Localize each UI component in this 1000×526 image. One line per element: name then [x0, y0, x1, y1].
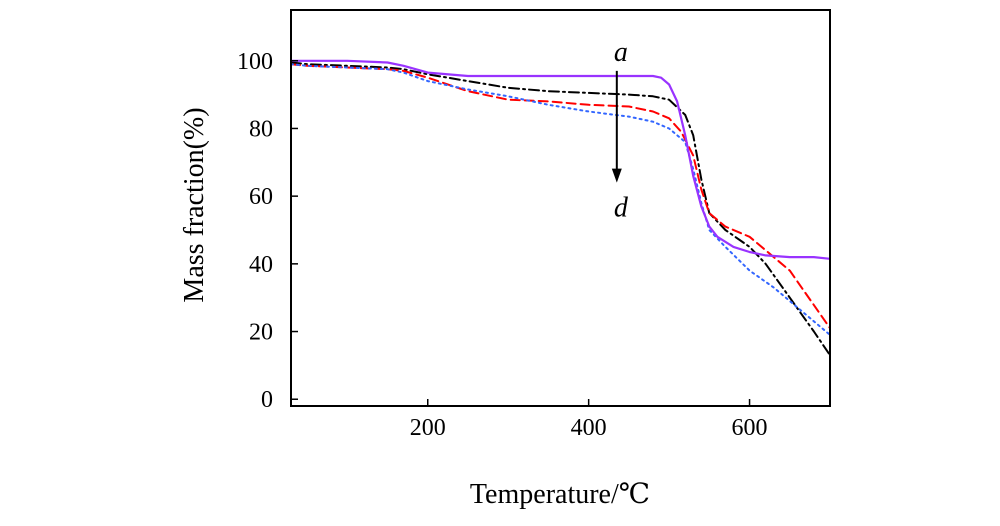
y-tick-label-40: 40	[249, 252, 273, 278]
x-tick-label-400: 400	[571, 415, 607, 441]
series-line-d	[291, 59, 830, 260]
series-line-c	[291, 63, 830, 336]
series-line-b	[291, 63, 830, 330]
y-tick-label-20: 20	[249, 320, 273, 346]
plot-area	[291, 59, 830, 357]
y-tick-label-100: 100	[237, 49, 273, 75]
annotations: a d	[611, 37, 629, 224]
arrow-end-label: d	[614, 193, 629, 224]
trend-arrow-head	[611, 168, 622, 183]
y-tick-label-80: 80	[249, 116, 273, 142]
series-line-a	[291, 61, 830, 357]
y-tick-label-60: 60	[249, 184, 273, 210]
x-tick-label-200: 200	[410, 415, 446, 441]
x-axis-title: Temperature/℃	[470, 479, 650, 510]
y-axis-title: Mass fraction(%)	[179, 107, 210, 302]
x-tick-label-600: 600	[732, 415, 768, 441]
axes: 200 400 600 0 20 40 60 80 100	[237, 9, 831, 441]
plot-frame	[290, 9, 831, 407]
y-tick-label-0: 0	[261, 387, 273, 413]
arrow-start-label: a	[614, 37, 628, 68]
